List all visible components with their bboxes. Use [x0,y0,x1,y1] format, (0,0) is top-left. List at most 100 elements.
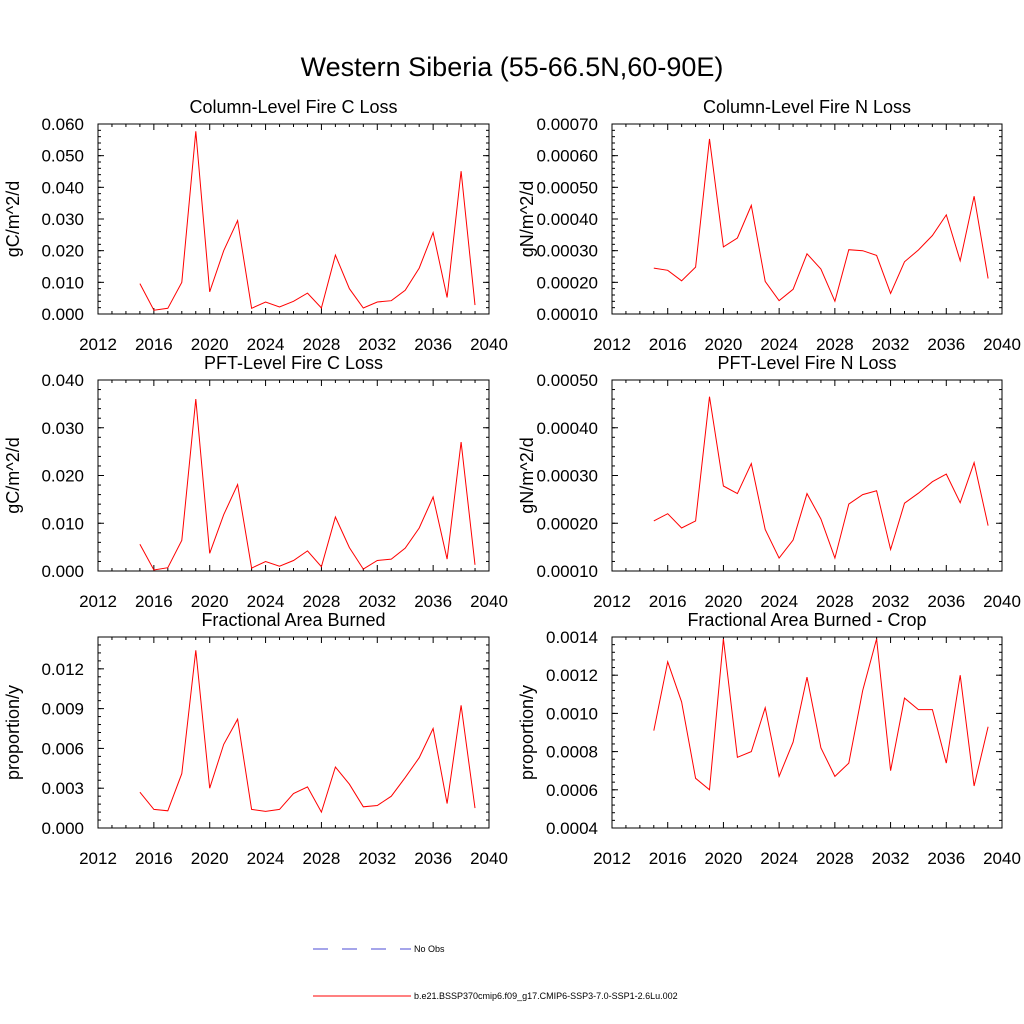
x-tick-label: 2012 [593,592,631,611]
x-tick-label: 2040 [983,592,1021,611]
legend-label-model: b.e21.BSSP370cmip6.f09_g17.CMIP6-SSP3-7.… [414,991,678,1001]
x-tick-label: 2040 [470,335,508,354]
series-line-1 [653,138,989,303]
x-tick-label: 2040 [470,849,508,868]
x-tick-label: 2032 [872,592,910,611]
panel-5: 2012 2016 2020 2024 2028 2032 2036 2040 0.000 0.0… [3,610,508,868]
y-tick-label: 0.0004 [546,819,598,838]
x-tick-label: 2036 [414,592,452,611]
panel-title: Column-Level Fire C Loss [189,97,397,117]
x-tick-label: 2020 [191,849,229,868]
x-tick-label: 2024 [247,335,285,354]
plot-frame [97,636,490,829]
x-tick-label: 2016 [649,592,687,611]
series-line-1 [653,396,989,560]
y-axis-label: gN/m^2/d [517,437,537,513]
series-line-1 [139,399,476,571]
x-tick-label: 2028 [303,335,341,354]
y-tick-label: 0.0008 [546,743,598,762]
x-tick-label: 2020 [705,849,743,868]
y-tick-label: 0.00020 [537,273,598,292]
panel-2: 2012 2016 2020 2024 2028 2032 2036 2040 0.00010 0… [517,97,1021,354]
y-tick-label: 0.010 [41,514,84,533]
x-tick-label: 2036 [927,592,965,611]
x-tick-label: 2024 [760,335,798,354]
x-tick-label: 2028 [816,849,854,868]
y-tick-label: 0.00010 [537,562,598,581]
y-tick-label: 0.00010 [537,305,598,324]
x-tick-label: 2016 [649,849,687,868]
y-tick-label: 0.012 [41,660,84,679]
y-tick-label: 0.00040 [537,419,598,438]
y-tick-label: 0.00030 [537,467,598,486]
x-tick-label: 2036 [414,335,452,354]
x-tick-label: 2028 [816,592,854,611]
y-tick-label: 0.020 [41,242,84,261]
x-tick-label: 2012 [593,849,631,868]
y-tick-label: 0.040 [41,178,84,197]
series-line-1 [139,131,476,311]
x-tick-label: 2036 [927,335,965,354]
y-tick-label: 0.003 [41,779,84,798]
plot-frame [97,123,490,315]
x-tick-label: 2032 [358,849,396,868]
legend-label-no-obs: No Obs [414,944,445,954]
x-tick-label: 2032 [872,849,910,868]
y-tick-label: 0.020 [41,467,84,486]
x-tick-label: 2028 [816,335,854,354]
x-tick-label: 2032 [872,335,910,354]
y-tick-label: 0.030 [41,419,84,438]
y-tick-label: 0.00020 [537,514,598,533]
main-title: Western Siberia (55-66.5N,60-90E) [301,52,724,82]
x-tick-label: 2036 [927,849,965,868]
y-tick-label: 0.00050 [537,371,598,390]
plot-frame [97,379,490,572]
series-line-1 [139,650,476,814]
x-tick-label: 2040 [470,592,508,611]
y-tick-label: 0.0014 [546,628,598,647]
y-axis-label: proportion/y [3,685,23,780]
y-tick-label: 0.000 [41,562,84,581]
series-line-1 [653,638,989,791]
y-tick-label: 0.009 [41,700,84,719]
y-tick-label: 0.0010 [546,704,598,723]
panel-title: PFT-Level Fire C Loss [204,353,383,373]
y-tick-label: 0.006 [41,739,84,758]
y-tick-label: 0.00070 [537,115,598,134]
y-tick-label: 0.0006 [546,781,598,800]
x-tick-label: 2016 [135,335,173,354]
plot-frame [611,636,1003,829]
x-tick-label: 2012 [79,849,117,868]
x-tick-label: 2024 [247,849,285,868]
x-tick-label: 2024 [247,592,285,611]
x-tick-label: 2020 [191,592,229,611]
x-tick-label: 2016 [649,335,687,354]
y-tick-label: 0.00030 [537,242,598,261]
x-tick-label: 2012 [593,335,631,354]
y-tick-label: 0.000 [41,819,84,838]
legend: No Obs b.e21.BSSP370cmip6.f09_g17.CMIP6-… [313,944,678,1001]
y-tick-label: 0.050 [41,147,84,166]
y-tick-label: 0.030 [41,210,84,229]
x-tick-label: 2040 [983,335,1021,354]
x-tick-label: 2016 [135,849,173,868]
x-tick-label: 2012 [79,592,117,611]
panel-title: Fractional Area Burned - Crop [687,610,926,630]
y-tick-label: 0.040 [41,371,84,390]
x-tick-label: 2016 [135,592,173,611]
x-tick-label: 2032 [358,592,396,611]
x-tick-label: 2028 [303,592,341,611]
panel-title: PFT-Level Fire N Loss [717,353,896,373]
panels-group: 2012 2016 2020 2024 2028 2032 2036 2040 0.000 0.0… [3,97,1021,868]
panel-6: 2012 2016 2020 2024 2028 2032 2036 2040 0.0004 0.… [517,610,1021,868]
y-axis-label: proportion/y [517,685,537,780]
x-tick-label: 2036 [414,849,452,868]
x-tick-label: 2020 [705,335,743,354]
x-tick-label: 2020 [191,335,229,354]
x-tick-label: 2032 [358,335,396,354]
y-tick-label: 0.010 [41,273,84,292]
x-tick-label: 2020 [705,592,743,611]
x-tick-label: 2024 [760,592,798,611]
y-axis-label: gN/m^2/d [517,181,537,257]
